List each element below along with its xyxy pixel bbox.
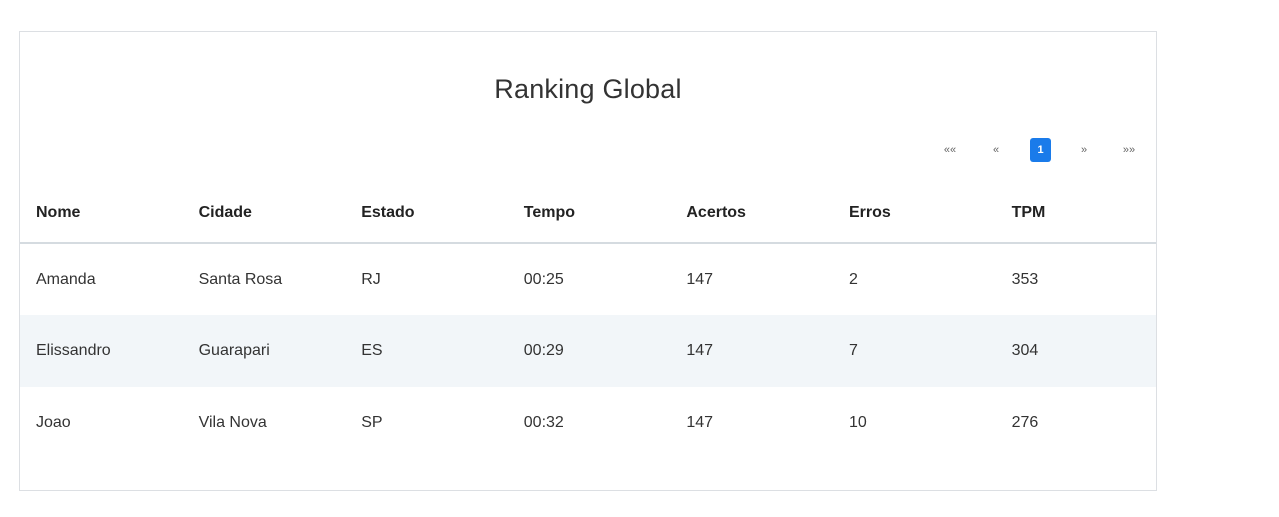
cell-estado: SP: [361, 414, 383, 431]
current-page-button[interactable]: 1: [1030, 138, 1051, 162]
column-header-tempo[interactable]: Tempo: [507, 183, 671, 244]
cell-cidade: Santa Rosa: [198, 270, 283, 288]
cell-acertos: 147: [686, 342, 714, 359]
column-header-estado[interactable]: Estado: [345, 183, 508, 244]
cell-erros: 10: [848, 414, 867, 431]
table-row: Joao Vila Nova SP 00:32 147 10 276: [20, 387, 1156, 459]
cell-tempo: 00:29: [523, 342, 564, 359]
cell-tpm: 353: [1011, 270, 1039, 288]
first-page-button[interactable]: ««: [943, 144, 957, 156]
pagination: «« « 1 » »»: [939, 138, 1140, 162]
table-header-row: Nome Cidade Estado Tempo Acertos Erros T…: [20, 183, 1156, 244]
cell-cidade: Guarapari: [198, 342, 270, 359]
table-row: Elissandro Guarapari ES 00:29 147 7 304: [20, 315, 1156, 387]
cell-tpm: 276: [1011, 414, 1039, 431]
previous-page-button[interactable]: «: [992, 144, 1000, 156]
cell-tempo: 00:25: [523, 270, 564, 288]
page-title: Ranking Global: [494, 74, 682, 104]
cell-nome: Elissandro: [36, 342, 111, 359]
cell-estado: ES: [361, 342, 383, 359]
cell-erros: 7: [848, 342, 858, 359]
cell-tpm: 304: [1011, 342, 1039, 359]
cell-erros: 2: [848, 270, 858, 288]
cell-nome: Amanda: [36, 270, 96, 288]
cell-acertos: 147: [686, 270, 714, 288]
next-page-button[interactable]: »: [1080, 144, 1088, 156]
column-header-tpm[interactable]: TPM: [995, 183, 1156, 244]
column-header-erros[interactable]: Erros: [832, 183, 996, 244]
ranking-card: Ranking Global «« « 1 » »» Nome Cidade E…: [19, 31, 1157, 491]
ranking-table: Nome Cidade Estado Tempo Acertos Erros T…: [20, 183, 1156, 459]
last-page-button[interactable]: »»: [1122, 144, 1136, 156]
cell-nome: Joao: [36, 414, 71, 431]
table-row: Amanda Santa Rosa RJ 00:25 147 2 353: [20, 243, 1156, 315]
column-header-acertos[interactable]: Acertos: [670, 183, 833, 244]
column-header-cidade[interactable]: Cidade: [182, 183, 346, 244]
column-header-nome[interactable]: Nome: [20, 183, 183, 244]
cell-tempo: 00:32: [523, 414, 564, 431]
cell-cidade: Vila Nova: [198, 414, 267, 431]
cell-estado: RJ: [361, 270, 381, 288]
cell-acertos: 147: [686, 414, 714, 431]
